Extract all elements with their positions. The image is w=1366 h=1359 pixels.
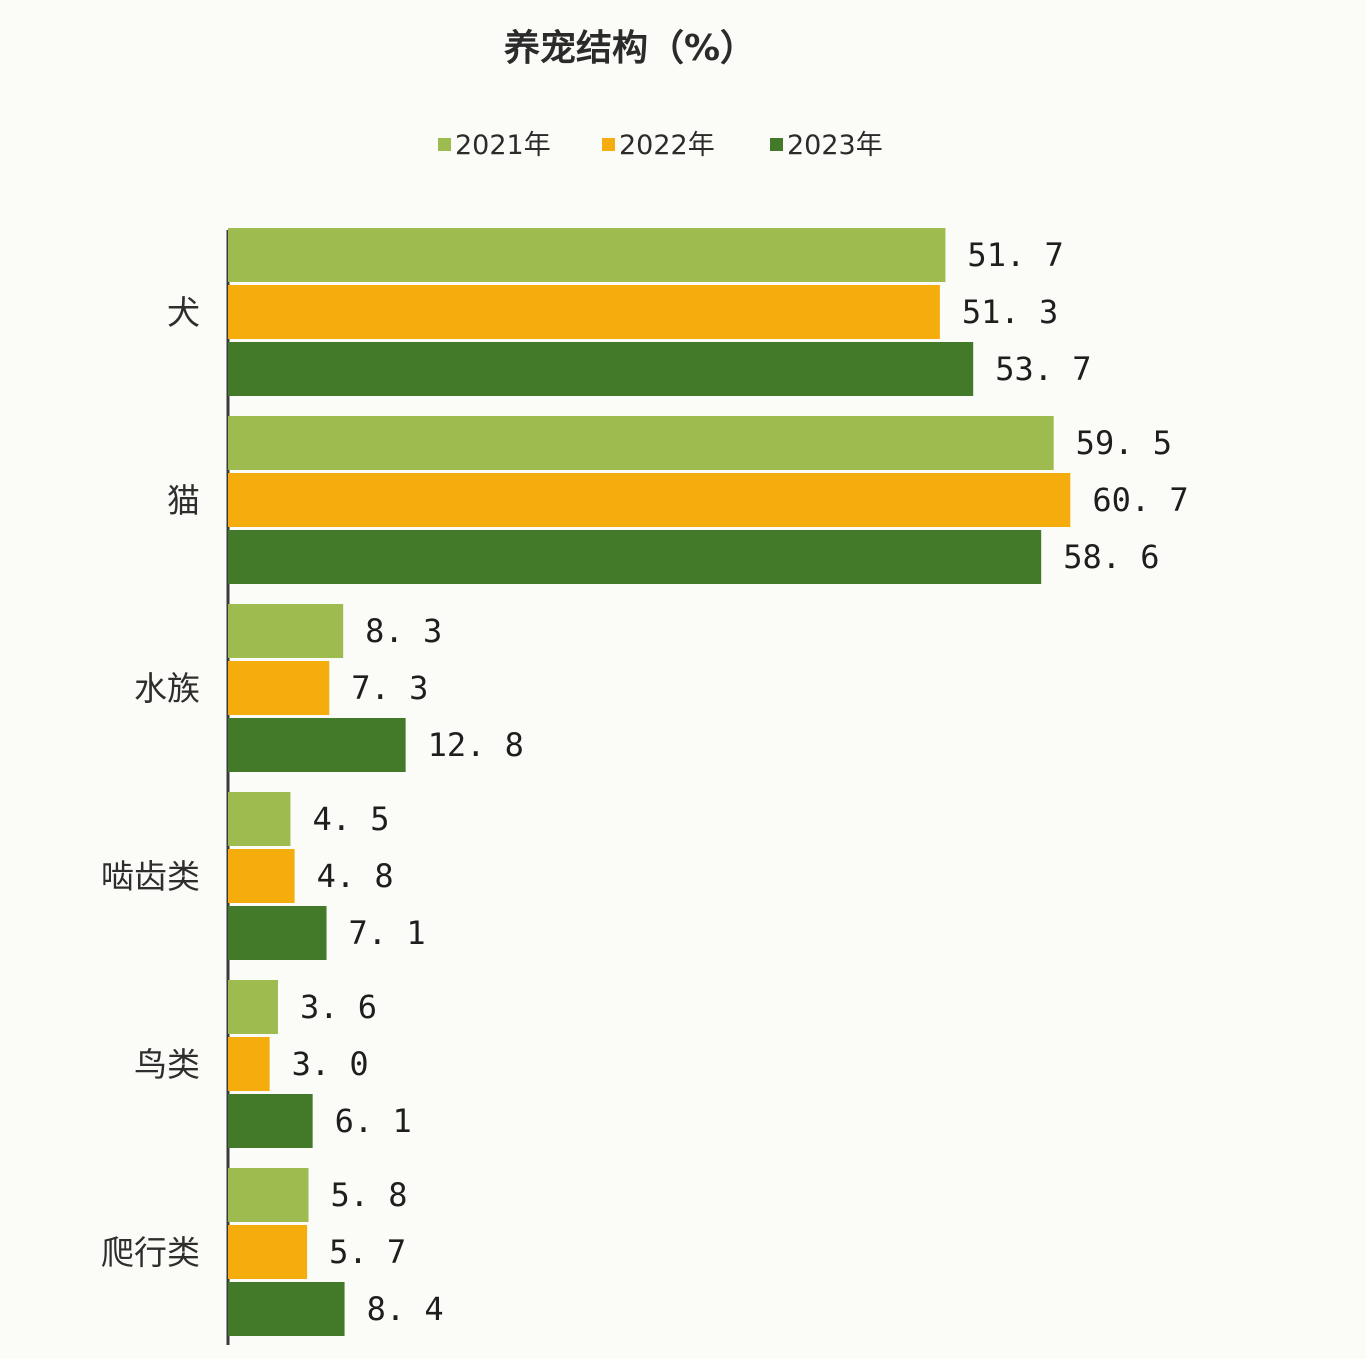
category-label-啮齿类: 啮齿类 xyxy=(101,857,200,896)
value-label-犬-2022年: 51. 3 xyxy=(962,293,1058,331)
bar-水族-2022年 xyxy=(228,661,330,715)
category-label-鸟类: 鸟类 xyxy=(134,1045,200,1084)
legend-label: 2022年 xyxy=(619,130,715,161)
value-label-啮齿类-2021年: 4. 5 xyxy=(312,800,389,838)
value-label-鸟类-2021年: 3. 6 xyxy=(300,988,377,1026)
bar-猫-2022年 xyxy=(228,473,1071,527)
legend-swatch xyxy=(438,138,451,151)
chart-title: 养宠结构（%） xyxy=(504,27,756,69)
bar-犬-2023年 xyxy=(228,342,974,396)
bar-爬行类-2021年 xyxy=(228,1168,309,1222)
legend: 2021年 2022年 2023年 xyxy=(438,130,883,161)
legend-label: 2023年 xyxy=(787,130,883,161)
value-label-爬行类-2021年: 5. 8 xyxy=(330,1176,407,1214)
bar-爬行类-2023年 xyxy=(228,1282,345,1336)
bar-水族-2021年 xyxy=(228,604,344,658)
bar-鸟类-2022年 xyxy=(228,1037,270,1091)
legend-item-2023年: 2023年 xyxy=(770,130,883,161)
legend-item-2022年: 2022年 xyxy=(602,130,715,161)
value-label-啮齿类-2022年: 4. 8 xyxy=(317,857,394,895)
value-label-水族-2021年: 8. 3 xyxy=(365,612,442,650)
value-label-爬行类-2022年: 5. 7 xyxy=(329,1233,406,1271)
value-label-犬-2023年: 53. 7 xyxy=(995,350,1091,388)
value-label-水族-2022年: 7. 3 xyxy=(351,669,428,707)
bar-犬-2022年 xyxy=(228,285,940,339)
value-label-猫-2021年: 59. 5 xyxy=(1076,424,1172,462)
legend-swatch xyxy=(602,138,615,151)
bar-猫-2023年 xyxy=(228,530,1042,584)
category-label-爬行类: 爬行类 xyxy=(101,1233,200,1272)
value-label-猫-2023年: 58. 6 xyxy=(1063,538,1159,576)
bars-group xyxy=(228,228,1071,1336)
category-label-犬: 犬 xyxy=(167,293,200,332)
legend-item-2021年: 2021年 xyxy=(438,130,551,161)
bar-啮齿类-2023年 xyxy=(228,906,327,960)
bar-鸟类-2023年 xyxy=(228,1094,313,1148)
value-label-猫-2022年: 60. 7 xyxy=(1092,481,1188,519)
value-labels-group: 51. 7 51. 3 53. 7 59. 5 60. 7 58. 6 8. 3 7. 312… xyxy=(292,236,1189,1328)
bar-鸟类-2021年 xyxy=(228,980,278,1034)
bar-犬-2021年 xyxy=(228,228,946,282)
bar-啮齿类-2021年 xyxy=(228,792,291,846)
value-label-犬-2021年: 51. 7 xyxy=(967,236,1063,274)
value-label-爬行类-2023年: 8. 4 xyxy=(367,1290,444,1328)
value-label-鸟类-2022年: 3. 0 xyxy=(292,1045,369,1083)
legend-swatch xyxy=(770,138,783,151)
value-label-鸟类-2023年: 6. 1 xyxy=(335,1102,412,1140)
value-label-水族-2023年: 12. 8 xyxy=(428,726,524,764)
bar-猫-2021年 xyxy=(228,416,1054,470)
value-label-啮齿类-2023年: 7. 1 xyxy=(349,914,426,952)
bar-啮齿类-2022年 xyxy=(228,849,295,903)
category-label-猫: 猫 xyxy=(167,481,200,520)
category-label-水族: 水族 xyxy=(134,669,200,708)
bar-水族-2023年 xyxy=(228,718,406,772)
bar-爬行类-2022年 xyxy=(228,1225,308,1279)
legend-label: 2021年 xyxy=(455,130,551,161)
